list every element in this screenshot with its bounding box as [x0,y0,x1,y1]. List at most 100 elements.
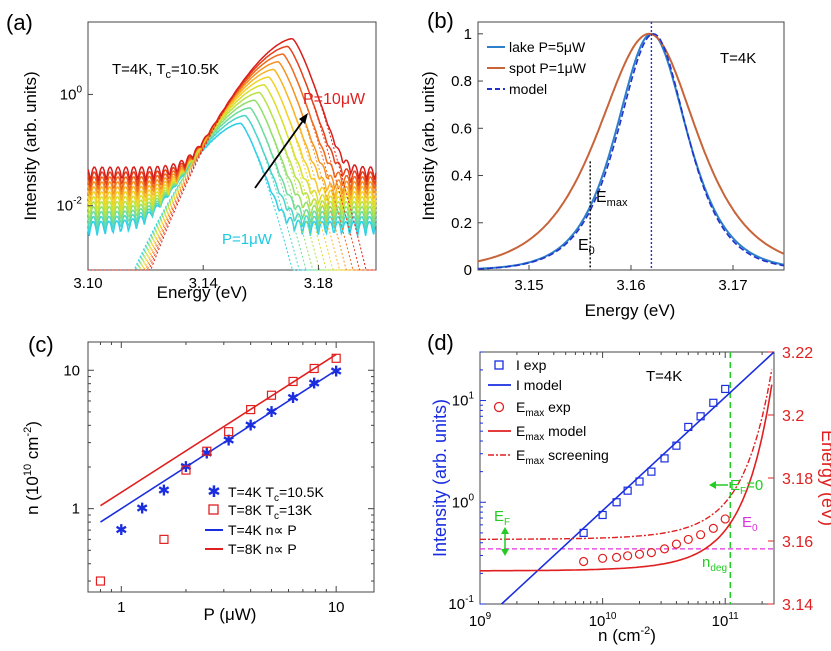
panel-d-ylabel-left: Intensity (arb. units) [430,399,450,557]
panel-a-ylabel: Intensity (arb. units) [21,71,40,220]
data-point-star: ✱ [222,433,235,450]
fit-line-2 [100,369,337,523]
power-spectrum-curve [87,114,377,232]
data-point-square [246,404,256,415]
emax-exp-point [611,552,622,562]
panel-a-low-power-label: P=1μW [222,231,273,248]
intensity-exp-point [612,498,621,507]
panel-a-conditions: T=4K, Tc=10.5K [112,61,219,81]
data-point-star: ✱ [180,459,193,476]
panel-d-temperature: T=4K [646,368,682,385]
intensity-exp-point [660,454,669,463]
intensity-exp-point [709,398,718,407]
panel-c-label: (c) [28,332,54,357]
y-right-tick-label: 3.18 [782,471,813,488]
power-spectrum-curve [87,76,377,207]
data-point-square [224,427,234,437]
emax-exp-point [646,548,656,558]
panel-d-e0-label: E0 [742,514,758,534]
panel-a: (a) 3.10 3.14 3.18 10-2 100 T=4K, Tc=10.5K P… [6,10,377,302]
legend-lake-label: lake P=5μW [509,39,586,55]
legend-emax-exp-label: Emax exp [516,399,571,419]
data-point-square [202,446,212,456]
legend-emax-screening-label: Emax screening [516,447,609,467]
y-left-tick-label: 10-1 [448,594,474,613]
data-point-square [331,353,341,363]
data-point-star: ✱ [265,404,278,421]
data-point-square [181,465,191,475]
panel-b: (b) 3.15 3.16 3.17 0 0.2 0.4 0.6 0.8 1 E0 Emax T… [419,8,785,320]
panel-c-xlabel: P (μW) [204,605,257,624]
panel-d-legend: I exp I model Emax exp Emax model Emax s… [488,357,609,467]
emax-exp-point [708,523,718,534]
data-point-star: ✱ [115,522,128,539]
y-right-tick-label: 3.22 [782,345,813,362]
x-tick-label: 3.17 [718,277,747,294]
panel-c-ylabel: n (1010 cm-2) [22,421,42,515]
panel-d-xlabel: n (cm-2) [598,625,656,645]
panel-b-emax-label: Emax [596,189,628,209]
panel-b-xlabel: Energy (eV) [585,301,676,320]
power-spectrum-curve [87,37,377,182]
y-tick-label: 0.8 [451,73,472,90]
legend-i-exp-marker [494,360,504,370]
x-tick-label: 10 [328,599,345,616]
emax-exp-point [579,556,589,567]
data-point-square [159,534,169,544]
legend-4k-label: T=4K Tc=10.5K [228,484,324,504]
panel-a-curves [87,37,377,271]
intensity-exp-point [647,467,656,476]
panel-d-label: (d) [427,330,454,355]
panel-b-ticks: 3.15 3.16 3.17 0 0.2 0.4 0.6 0.8 1 [451,26,747,294]
data-point-square [95,576,106,586]
intensity-exp-point [721,384,730,394]
panel-d: (d) 109 1010 1011 10-1 100 101 3.14 3.16 3.18 3.2… [427,330,831,645]
x-tick-label: 3.14 [189,275,218,292]
panel-a-xlabel: Energy (eV) [157,283,248,302]
intensity-exp-point [696,412,705,421]
data-point-square [266,390,277,400]
panel-d-ef-left-label: EF [494,508,510,528]
legend-8k-label: T=8K Tc=13K [228,502,313,522]
legend-emax-model-label: Emax model [516,423,586,443]
y-right-tick-label: 3.14 [782,597,813,614]
x-tick-label: 3.10 [73,275,102,292]
panel-c-points: ✱ ✱ ✱ ✱ ✱ ✱ ✱ ✱ ✱ ✱ ✱ [95,353,342,586]
x-tick-label: 3.15 [514,277,543,294]
y-tick-label: 1 [464,26,472,43]
legend-4k-fit-label: T=4K n∝ P [228,522,297,538]
emax-exp-point [720,514,730,524]
x-tick-label: 1010 [589,611,617,630]
emax-model-curve [480,384,773,572]
panel-c: (c) 1 10 1 10 ✱ ✱ ✱ ✱ ✱ ✱ ✱ ✱ ✱ ✱ ✱ ✱ T=4K Tc=10.5K T… [22,332,375,624]
legend-spot-label: spot P=1μW [509,60,587,76]
emax-exp-point [598,553,608,563]
panel-a-label: (a) [6,10,33,35]
intensity-exp-point [635,477,644,486]
panel-b-ylabel: Intensity (arb. units) [419,71,438,220]
power-spectrum-curve [87,84,377,212]
y-left-tick-label: 101 [452,391,475,410]
intensity-exp-point [598,510,607,520]
panel-b-e0-label: E0 [578,237,595,257]
panel-b-label: (b) [427,8,454,33]
panel-d-ef-zero-arrow-head [709,481,716,489]
x-tick-label: 109 [469,611,492,630]
data-point-star: ✱ [158,483,171,500]
panel-a-high-power-label: P=10μW [303,91,366,108]
panel-a-axes-box [87,21,377,271]
power-spectrum-curve [87,91,377,218]
data-point-square [288,376,298,387]
panel-d-ef-arrow-down [501,549,509,556]
data-point-star: ✱ [287,390,300,407]
spectrum-curve-0 [478,32,785,270]
data-point-square [309,363,319,374]
x-tick-label: 1 [117,599,125,616]
legend-8k-marker [208,504,219,515]
legend-i-exp-label: I exp [516,357,547,373]
y-tick-label: 0.4 [451,168,472,185]
data-point-star: ✱ [136,501,149,518]
y-right-tick-label: 3.16 [782,534,813,551]
intensity-exp-point [579,528,588,537]
